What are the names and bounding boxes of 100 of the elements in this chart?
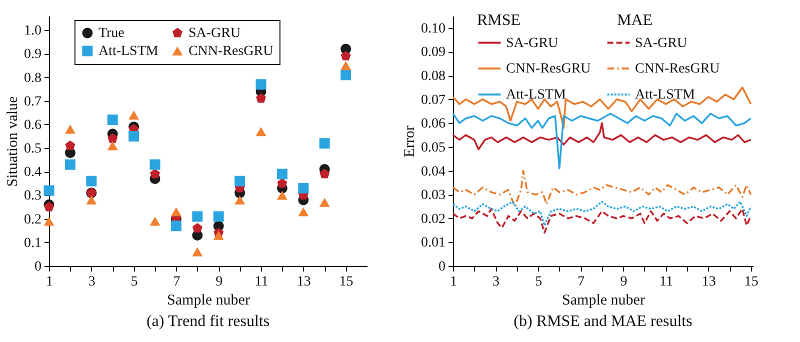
point	[150, 216, 160, 226]
legend-label: Att-LSTM	[98, 44, 159, 59]
point	[108, 133, 118, 143]
y-tick-label: 0.7	[24, 94, 42, 110]
point	[320, 168, 330, 178]
point	[340, 50, 351, 60]
y-axis-title: Situation value	[5, 96, 21, 187]
point	[107, 141, 118, 150]
point	[319, 138, 330, 149]
point	[298, 182, 309, 194]
point	[64, 124, 76, 134]
y-tick-label: 0.06	[421, 116, 446, 132]
x-tick-label: 5	[535, 274, 542, 290]
y-tick-label: 0.02	[421, 212, 446, 227]
y-tick-label: 0.3	[24, 188, 42, 204]
point	[277, 178, 288, 188]
y-tick-label: 0.9	[24, 47, 42, 62]
point	[213, 230, 224, 240]
y-tick-label: 0.09	[421, 45, 446, 60]
x-tick-label: 15	[744, 274, 758, 290]
text: (b) RMSE and MAE results	[514, 313, 692, 330]
point	[44, 202, 54, 212]
legend-label: CNN-ResGRU	[188, 44, 274, 59]
point	[319, 198, 330, 207]
point	[276, 190, 288, 200]
point	[128, 110, 140, 120]
point	[340, 70, 352, 80]
line-series	[452, 86, 752, 129]
x-tick-label: 5	[130, 274, 138, 290]
y-tick-label: 0.01	[421, 236, 446, 251]
x-tick-label: 11	[660, 274, 674, 290]
y-tick-label: 0.08	[421, 69, 446, 84]
point	[192, 223, 202, 233]
legend-label: SA-GRU	[188, 26, 241, 41]
x-tick-label: 7	[578, 274, 585, 290]
point	[128, 131, 140, 142]
point	[234, 176, 246, 186]
annotation: MAE	[617, 12, 653, 29]
y-tick-label: 0	[438, 260, 446, 274]
point	[340, 60, 352, 70]
line-series	[452, 170, 752, 208]
y-tick-label: 0.07	[421, 92, 446, 108]
legend-label: SA-GRU	[506, 36, 558, 51]
x-tick-label: 1	[450, 274, 457, 290]
y-tick-label: 0.1	[24, 236, 42, 251]
point	[170, 220, 182, 232]
y-tick-label: 0.2	[24, 212, 42, 228]
point	[44, 216, 54, 226]
y-tick-label: 0	[34, 260, 42, 274]
point	[276, 168, 288, 180]
legend-label: Att-LSTM	[506, 88, 566, 102]
x-tick-label: 3	[88, 274, 96, 290]
point	[234, 195, 246, 205]
annotation: RMSE	[477, 12, 521, 29]
point	[86, 195, 97, 205]
x-tick-label: 3	[492, 274, 500, 290]
y-tick-label: 0.6	[24, 118, 42, 133]
line-series	[452, 208, 752, 234]
y-tick-label: 0.4	[24, 165, 42, 180]
text: (a) Trend fit results	[146, 313, 270, 330]
point	[256, 79, 266, 90]
y-tick-label: 1.0	[24, 24, 42, 39]
y-tick-label: 0.03	[421, 188, 446, 204]
y-tick-label: 0.5	[24, 142, 42, 157]
x-tick-label: 13	[702, 274, 716, 290]
point	[150, 159, 160, 170]
point	[213, 211, 224, 222]
point	[170, 207, 182, 216]
x-axis-title: Sample nuber	[562, 292, 645, 308]
x-tick-label: 7	[173, 274, 180, 290]
point	[256, 127, 266, 136]
x-tick-label: 11	[254, 274, 268, 290]
point	[64, 159, 76, 170]
point	[298, 207, 309, 216]
x-tick-label: 13	[296, 274, 311, 290]
point	[86, 176, 97, 186]
x-tick-label: 9	[216, 274, 223, 290]
legend-label: True	[98, 26, 124, 41]
legend-label: CNN-ResGRU	[506, 62, 591, 76]
point	[192, 211, 203, 222]
x-axis-title: Sample nuber	[167, 292, 250, 308]
y-tick-label: 0.10	[421, 21, 446, 36]
legend-label: Att-LSTM	[635, 88, 696, 102]
point	[192, 247, 203, 256]
point	[256, 93, 266, 103]
x-tick-label: 1	[46, 274, 53, 290]
point	[107, 114, 118, 126]
point	[150, 168, 160, 178]
legend-label: SA-GRU	[635, 36, 688, 51]
y-tick-label: 0.8	[24, 70, 42, 86]
line-series	[452, 200, 752, 226]
y-axis-title: Error	[402, 126, 418, 158]
x-tick-label: 9	[620, 274, 628, 290]
x-tick-label: 15	[339, 274, 354, 290]
line-series	[452, 112, 752, 170]
legend-label: CNN-ResGRU	[635, 62, 720, 76]
point	[65, 140, 76, 150]
point	[44, 185, 54, 196]
line-series	[452, 122, 752, 150]
y-tick-label: 0.04	[421, 164, 446, 180]
